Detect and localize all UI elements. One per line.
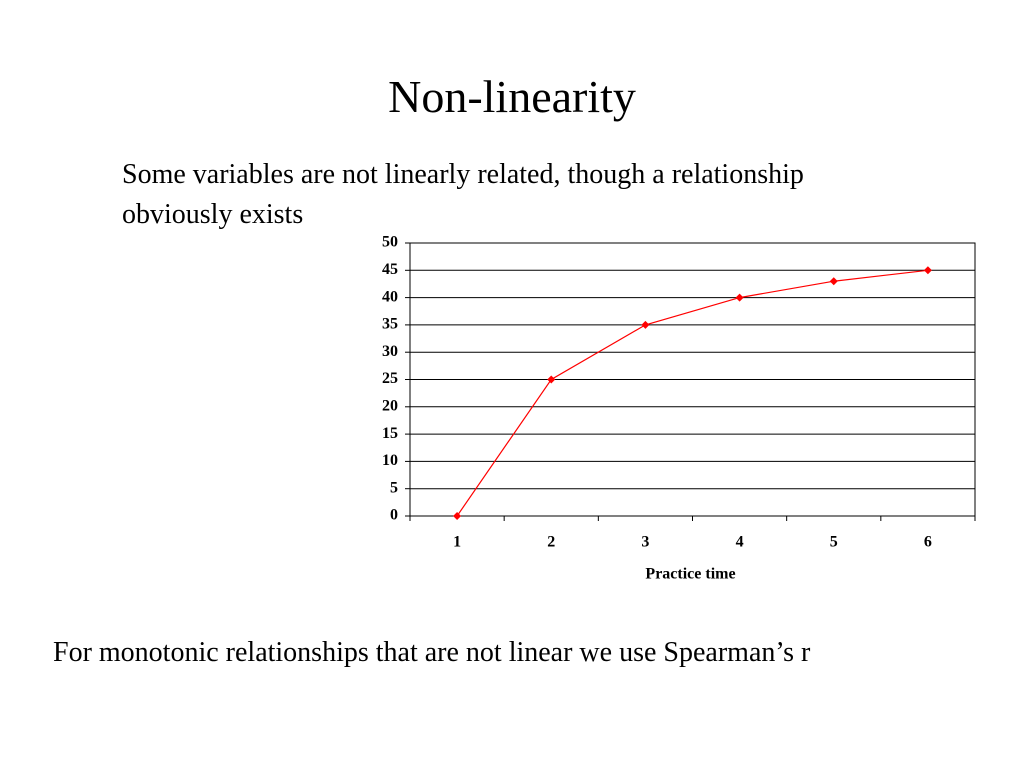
data-point [923,266,932,275]
y-tick-label: 20 [382,397,398,414]
x-tick-label: 5 [830,534,838,551]
x-tick-label: 1 [453,534,461,551]
data-line [456,269,928,517]
y-tick-label: 45 [382,261,398,278]
slide-title: Non-linearity [388,71,636,122]
data-point [735,293,744,302]
y-tick-label: 30 [382,343,398,360]
footer-text: For monotonic relationships that are not… [53,637,811,668]
data-point [641,320,650,329]
data-point [829,277,838,286]
data-point [453,512,462,520]
body-text: obviously exists [122,199,303,230]
y-tick-label: 50 [382,234,398,251]
y-tick-label: 40 [382,288,398,305]
x-tick-label: 3 [641,534,649,551]
y-tick-label: 0 [390,507,398,524]
body-text: Some variables are not linearly related,… [122,159,804,190]
y-tick-label: 15 [382,425,398,442]
x-tick-label: 4 [736,534,744,551]
data-point [547,375,556,384]
x-tick-label: 6 [924,534,932,551]
y-tick-label: 10 [382,452,398,469]
y-tick-label: 5 [390,479,398,496]
y-tick-label: 35 [382,316,398,333]
y-tick-label: 25 [382,370,398,387]
x-axis-label: Practice time [645,566,735,583]
x-tick-label: 2 [547,534,555,551]
